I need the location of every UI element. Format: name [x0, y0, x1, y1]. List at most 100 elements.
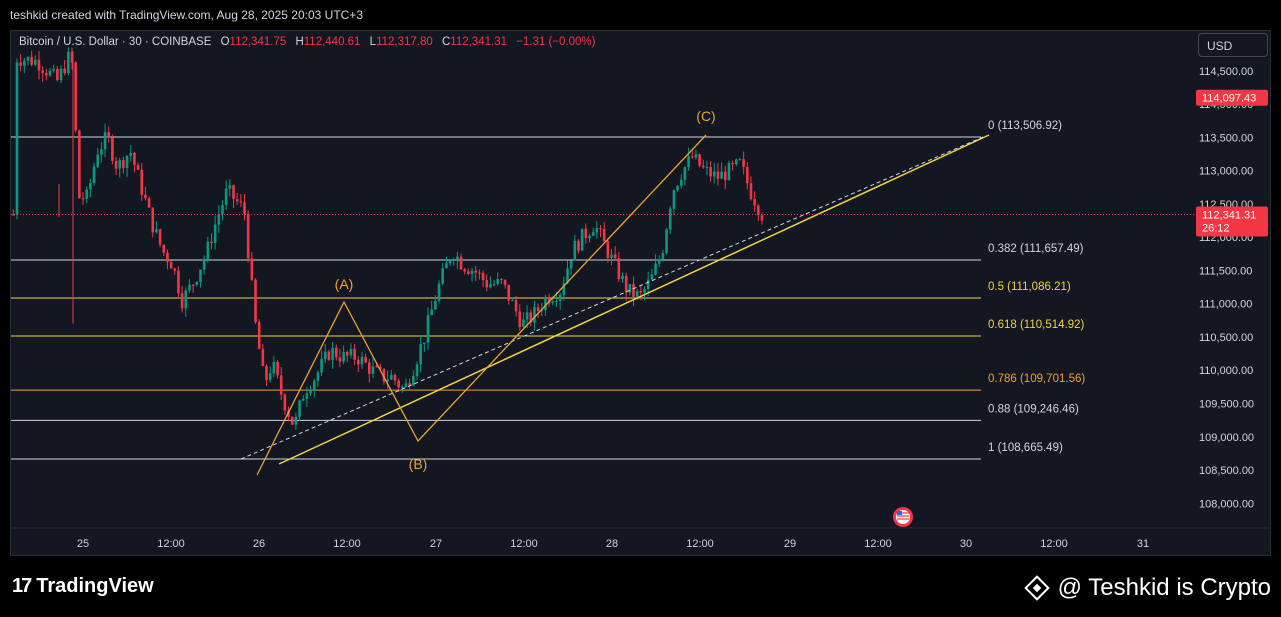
price-tick: 111,000.00 [1199, 299, 1252, 311]
candle [507, 284, 511, 305]
candle-body [129, 152, 133, 156]
price-tick: 109,500.00 [1199, 398, 1254, 410]
candle [511, 297, 514, 302]
candle-body [327, 351, 331, 360]
time-tick: 12:00 [510, 538, 538, 550]
candle [646, 271, 650, 296]
candle [690, 150, 694, 159]
candle-body [15, 62, 19, 215]
candle [100, 142, 103, 163]
candle-body [250, 258, 254, 280]
candle [749, 176, 753, 201]
candle-body [122, 160, 125, 169]
candle [613, 246, 617, 261]
candle-body [657, 259, 661, 264]
candle-body [188, 284, 191, 291]
candle-body [390, 374, 393, 380]
candle-body [224, 188, 228, 205]
candle [657, 255, 661, 268]
candle [474, 265, 478, 281]
candle-body [48, 70, 52, 76]
candle-body [371, 366, 375, 374]
candle [246, 210, 250, 263]
candle [742, 151, 745, 175]
candle [188, 278, 191, 293]
candle [290, 416, 294, 426]
price-axis: 114,500.00114,000.00113,500.00113,000.00… [1199, 66, 1254, 510]
price-chart[interactable]: 114,500.00114,000.00113,500.00113,000.00… [11, 31, 1270, 555]
candle [298, 399, 301, 421]
candle-body [518, 311, 522, 327]
candle [327, 349, 331, 362]
candle [96, 147, 100, 169]
candle-body [489, 284, 492, 288]
candle [206, 236, 210, 263]
candle [133, 151, 136, 173]
candle-body [177, 270, 180, 294]
candle [650, 269, 654, 281]
candle [56, 65, 59, 82]
candle [654, 254, 657, 276]
candle [250, 252, 254, 282]
time-tick: 12:00 [686, 538, 714, 550]
candle [668, 206, 672, 235]
candle-body [709, 167, 712, 177]
candle-body [569, 260, 573, 269]
tradingview-logo[interactable]: 17 TradingView [12, 575, 154, 598]
wave-label: (C) [696, 108, 715, 124]
candle-body [349, 348, 353, 356]
close-label: C [441, 36, 451, 48]
candle-body [367, 362, 371, 374]
candle-body [474, 270, 478, 273]
candle [155, 221, 158, 234]
candle-body [562, 283, 566, 295]
candle-body [23, 60, 26, 66]
candle-body [654, 263, 657, 275]
candle-body [610, 254, 613, 259]
candle [217, 204, 221, 233]
candle-body [536, 307, 540, 311]
candle-body [360, 356, 364, 365]
candle-body [434, 300, 437, 310]
candle-body [103, 132, 107, 150]
candle-body [668, 208, 672, 230]
us-flag-event-icon[interactable] [893, 507, 913, 527]
candle [672, 189, 676, 216]
candle-body [217, 213, 221, 225]
candle-body [632, 283, 635, 297]
candle [74, 61, 77, 133]
last-badge-bg [1196, 206, 1268, 237]
candle [408, 378, 411, 390]
candle-body [481, 272, 485, 281]
price-tick: 111,500.00 [1199, 265, 1252, 277]
candle-body [742, 159, 745, 167]
candle [111, 134, 114, 165]
candle-body [140, 169, 144, 195]
candle [492, 279, 496, 287]
price-tick: 113,000.00 [1199, 166, 1253, 178]
chart-frame[interactable]: 114,500.00114,000.00113,500.00113,000.00… [10, 30, 1271, 556]
candle-body [496, 278, 500, 284]
candle-body [555, 300, 558, 302]
candle [562, 276, 566, 301]
symbol-name: Bitcoin / U.S. Dollar · 30 · COINBASE [19, 36, 212, 48]
fib-retracement: 0 (113,506.92) 0.382 (111,657.49) 0.5 (111… [11, 120, 1085, 460]
abc-wave: (A) (B) (C) [256, 108, 716, 476]
candle-body [746, 166, 749, 184]
candle [698, 153, 701, 167]
candle [147, 196, 151, 208]
candle [478, 269, 481, 280]
candle [52, 64, 55, 73]
candle [353, 343, 356, 366]
top-bar: teshkid created with TradingView.com, Au… [0, 0, 1281, 30]
candle-body [639, 290, 643, 293]
currency-button[interactable]: USD [1198, 33, 1268, 57]
candle [224, 180, 228, 210]
candle-body [544, 297, 547, 311]
candle [452, 257, 455, 266]
candle [276, 360, 279, 379]
candle-body [235, 198, 239, 202]
candle-body [650, 274, 654, 280]
candle [19, 54, 22, 72]
